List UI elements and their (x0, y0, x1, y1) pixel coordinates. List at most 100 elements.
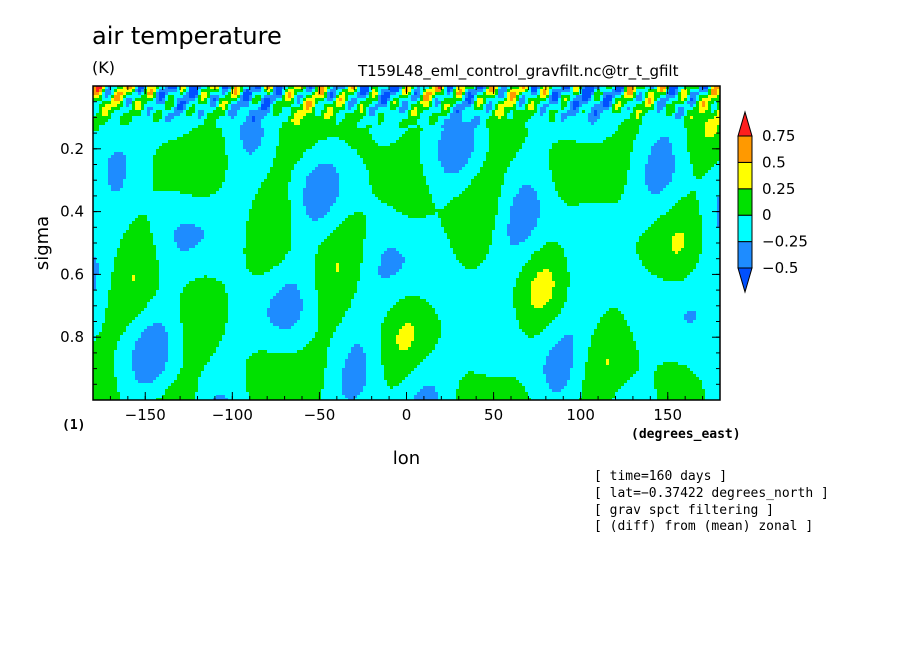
field-cell (183, 89, 186, 92)
field-cell (249, 212, 291, 215)
field-cell (669, 92, 675, 95)
field-cell (699, 110, 705, 113)
field-cell (459, 380, 519, 383)
field-cell (246, 221, 291, 224)
field-cell (684, 317, 696, 320)
field-cell (342, 389, 363, 392)
field-cell (399, 137, 420, 140)
field-cell (663, 362, 678, 365)
field-cell (207, 92, 210, 95)
field-cell (510, 206, 540, 209)
field-cell (345, 365, 366, 368)
field-cell (501, 86, 507, 89)
field-cell (438, 143, 474, 146)
field-cell (522, 86, 525, 89)
field-cell (108, 167, 126, 170)
field-cell (684, 314, 696, 317)
field-cell (246, 257, 285, 260)
field-cell (273, 107, 282, 110)
field-cell (654, 377, 699, 380)
field-cell (207, 95, 210, 98)
field-cell (381, 332, 399, 335)
field-cell (486, 110, 489, 113)
field-cell (441, 110, 450, 113)
field-cell (96, 113, 102, 116)
field-cell (486, 89, 489, 92)
field-cell (603, 104, 609, 107)
field-cell (594, 113, 597, 116)
field-cell (189, 107, 195, 110)
field-cell (705, 125, 717, 128)
field-cell (603, 95, 606, 98)
field-cell (444, 230, 492, 233)
field-cell (210, 98, 213, 101)
field-cell (546, 242, 558, 245)
field-cell (546, 380, 567, 383)
field-cell (654, 98, 657, 101)
field-cell (522, 329, 543, 332)
field-cell (459, 110, 462, 113)
field-cell (717, 212, 720, 215)
field-cell (591, 110, 594, 113)
field-cell (108, 302, 147, 305)
field-cell (621, 89, 624, 92)
field-cell (186, 92, 189, 95)
field-cell (717, 221, 720, 224)
field-cell (699, 95, 708, 98)
field-cell (465, 98, 471, 101)
field-cell (417, 92, 420, 95)
field-cell (639, 92, 642, 95)
field-cell (120, 242, 153, 245)
field-cell (690, 152, 720, 155)
field-cell (204, 122, 216, 125)
field-cell (537, 275, 552, 278)
field-cell (99, 332, 123, 335)
field-cell (441, 131, 474, 134)
field-cell (453, 92, 456, 95)
field-cell (678, 95, 681, 98)
field-cell (408, 113, 411, 116)
field-cell (522, 266, 567, 269)
field-cell (279, 326, 291, 329)
x-axis-units: (degrees_east) (631, 427, 741, 442)
field-cell (183, 323, 225, 326)
field-cell (375, 95, 378, 98)
field-cell (267, 308, 303, 311)
field-cell (441, 161, 468, 164)
field-cell (678, 92, 681, 95)
field-cell (153, 179, 225, 182)
field-cell (306, 113, 315, 116)
field-cell (246, 116, 252, 119)
field-cell (660, 89, 663, 92)
field-cell (246, 254, 285, 257)
field-cell (594, 329, 630, 332)
field-cell (111, 95, 114, 98)
field-cell (714, 134, 720, 137)
field-cell (693, 170, 708, 173)
field-cell (315, 266, 336, 269)
field-cell (648, 185, 666, 188)
field-cell (438, 155, 471, 158)
field-cell (561, 86, 564, 89)
field-cell (549, 149, 633, 152)
field-cell (516, 278, 534, 281)
field-cell (651, 149, 672, 152)
field-cell (606, 362, 609, 365)
field-cell (654, 386, 702, 389)
field-cell (579, 398, 612, 400)
field-cell (678, 98, 681, 101)
field-cell (336, 263, 339, 266)
field-cell (435, 98, 438, 101)
field-cell (264, 179, 291, 182)
field-cell (684, 233, 702, 236)
field-cell (591, 341, 636, 344)
field-cell (507, 95, 510, 98)
field-cell (684, 239, 702, 242)
field-cell (216, 107, 222, 110)
field-cell (369, 110, 375, 113)
field-cell (510, 95, 516, 98)
field-cell (444, 98, 462, 101)
field-cell (495, 104, 498, 107)
field-cell (411, 323, 441, 326)
field-cell (246, 242, 291, 245)
